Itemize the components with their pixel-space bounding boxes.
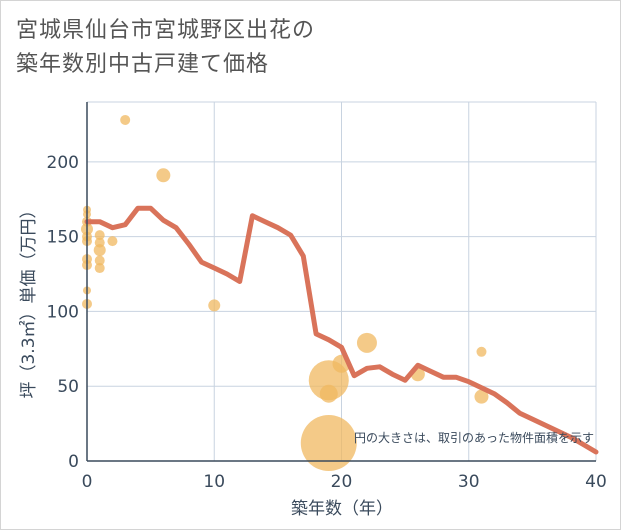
bubble-point: [474, 389, 489, 404]
y-tick-label: 50: [57, 377, 79, 397]
x-axis-label: 築年数（年）: [291, 499, 393, 519]
x-tick-label: 30: [458, 472, 480, 492]
y-tick-label: 150: [47, 228, 79, 248]
bubble-point: [107, 236, 118, 247]
bubble-point: [94, 255, 105, 266]
bubble-series: [81, 114, 489, 472]
bubble-point: [208, 299, 221, 312]
bubble-point: [156, 168, 171, 183]
x-tick-label: 10: [203, 472, 225, 492]
chart-title-line-2: 築年数別中古戸建て価格: [16, 52, 270, 77]
axes: 0 10 20 30 40 0 50 100 150 200: [47, 102, 607, 492]
bubble-point: [319, 384, 338, 403]
y-axis-label: 坪（3.3㎡）単価（万円）: [19, 201, 39, 398]
size-annotation: 円の大きさは、取引のあった物件面積を示す: [354, 430, 594, 445]
bubble-point: [476, 346, 487, 357]
chart-title-line-1: 宮城県仙台市宮城野区出花の: [16, 18, 316, 43]
x-tick-label: 40: [585, 472, 607, 492]
grid-lines: [87, 101, 597, 461]
chart-title: 宮城県仙台市宮城野区出花の 築年数別中古戸建て価格: [16, 14, 576, 82]
bubble-point: [300, 415, 357, 472]
average-price-line: [84, 205, 599, 455]
x-tick-label: 20: [331, 472, 353, 492]
bubble-point: [93, 244, 106, 257]
bubble-point: [356, 332, 377, 353]
bubble-point: [120, 114, 131, 125]
x-tick-label: 0: [82, 472, 93, 492]
y-tick-label: 0: [68, 452, 79, 472]
y-tick-label: 100: [47, 302, 79, 322]
bubble-point: [94, 230, 105, 241]
y-tick-label: 200: [47, 153, 79, 173]
bubble-point: [94, 263, 105, 274]
average-line-series: [84, 205, 599, 455]
